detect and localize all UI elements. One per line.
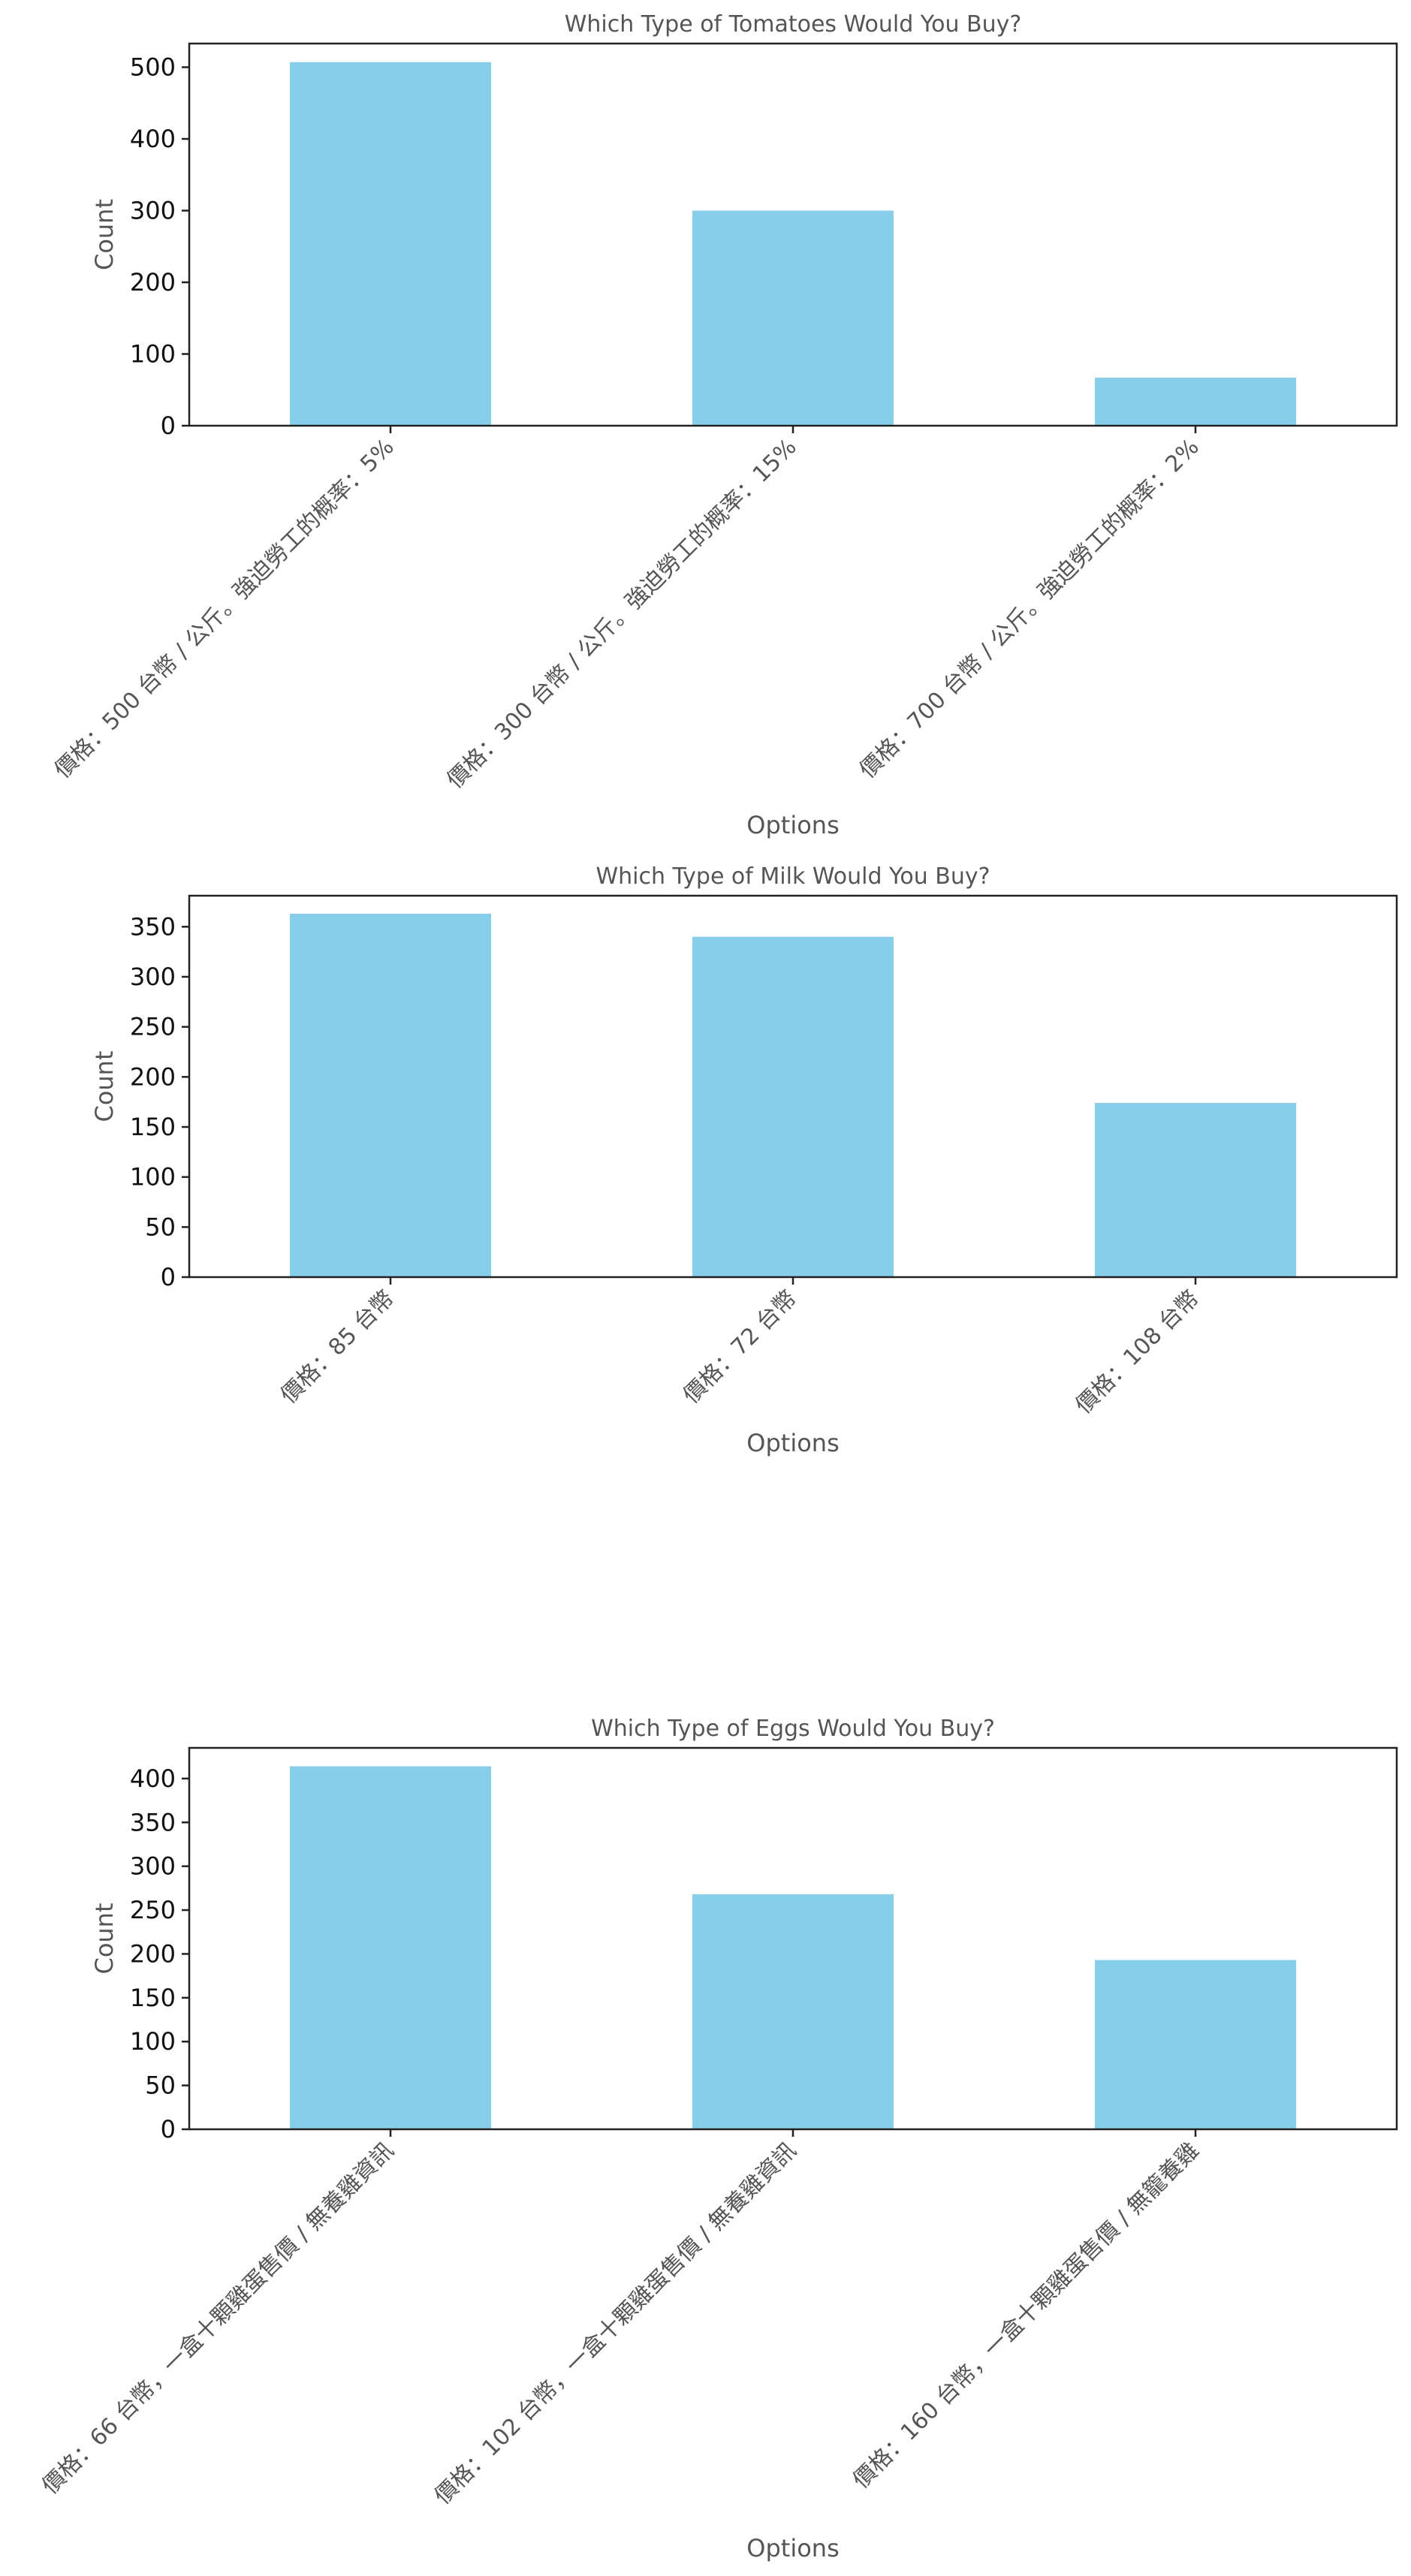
bar-2	[692, 1894, 894, 2129]
y-axis-title: Count	[90, 1903, 119, 1974]
bar-2	[692, 936, 894, 1277]
y-tick-label: 400	[130, 125, 176, 153]
y-tick-label: 200	[130, 1062, 176, 1091]
bar-2	[692, 210, 894, 426]
y-tick-label: 200	[130, 268, 176, 297]
y-tick-label: 0	[161, 1263, 176, 1291]
bar-3	[1095, 1960, 1296, 2129]
y-tick-label: 400	[130, 1764, 176, 1793]
y-tick-label: 300	[130, 197, 176, 225]
y-tick-label: 350	[130, 912, 176, 941]
chart-title: Which Type of Tomatoes Would You Buy?	[565, 11, 1022, 38]
y-axis-title: Count	[90, 199, 119, 270]
bar-1	[290, 62, 491, 426]
x-axis-title: Options	[746, 1429, 839, 1457]
y-tick-label: 0	[161, 2115, 176, 2144]
y-tick-label: 300	[130, 963, 176, 991]
chart-title: Which Type of Eggs Would You Buy?	[591, 1716, 995, 1742]
y-tick-label: 500	[130, 53, 176, 82]
bar-1	[290, 1766, 491, 2129]
y-tick-label: 100	[130, 1163, 176, 1192]
y-tick-label: 150	[130, 1984, 176, 2012]
y-tick-label: 100	[130, 2027, 176, 2056]
y-tick-label: 0	[161, 411, 176, 440]
bar-3	[1095, 378, 1296, 426]
y-axis-title: Count	[90, 1050, 119, 1122]
y-tick-label: 250	[130, 1013, 176, 1041]
y-tick-label: 150	[130, 1113, 176, 1141]
y-tick-label: 300	[130, 1852, 176, 1881]
y-tick-label: 50	[145, 2071, 176, 2100]
x-axis-title: Options	[746, 811, 839, 839]
bar-3	[1095, 1103, 1296, 1277]
y-tick-label: 350	[130, 1808, 176, 1836]
bar-1	[290, 914, 491, 1277]
y-tick-label: 100	[130, 340, 176, 369]
y-tick-label: 250	[130, 1896, 176, 1924]
x-axis-title: Options	[746, 2534, 839, 2562]
y-tick-label: 50	[145, 1213, 176, 1241]
chart-title: Which Type of Milk Would You Buy?	[595, 863, 990, 890]
y-tick-label: 200	[130, 1939, 176, 1968]
